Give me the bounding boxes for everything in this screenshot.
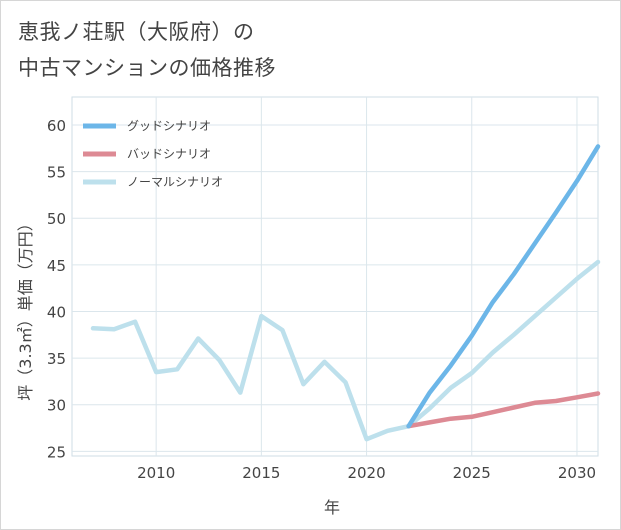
series-group — [90, 144, 601, 442]
legend-label-normal: ノーマルシナリオ — [127, 175, 223, 189]
y-axis-ticks: 25 30 35 40 45 50 55 60 — [47, 117, 66, 461]
y-axis-label: 坪（3.3㎡）単価（万円） — [16, 215, 35, 400]
series-line-bad — [406, 391, 601, 429]
y-tick-label: 60 — [47, 117, 66, 135]
y-tick-label: 55 — [47, 164, 66, 182]
legend-label-bad: バッドシナリオ — [127, 147, 211, 161]
chart-title: 恵我ノ荘駅（大阪府）の 中古マンションの価格推移 — [18, 14, 578, 86]
y-tick-label: 45 — [47, 257, 66, 275]
y-tick-label: 30 — [47, 397, 66, 415]
y-tick-label: 50 — [47, 210, 66, 228]
y-tick-label: 25 — [47, 443, 66, 461]
plot-area — [71, 96, 599, 457]
x-tick-label: 2020 — [347, 464, 385, 482]
series-line-good — [406, 144, 601, 429]
x-tick-label: 2030 — [558, 464, 596, 482]
chart-title-line-2: 中古マンションの価格推移 — [18, 56, 276, 80]
x-tick-label: 2010 — [137, 464, 175, 482]
y-tick-label: 40 — [47, 303, 66, 321]
legend-label-good: グッドシナリオ — [127, 119, 211, 133]
x-tick-label: 2025 — [453, 464, 491, 482]
x-tick-label: 2015 — [242, 464, 280, 482]
x-axis-label: 年 — [324, 498, 340, 517]
chart-title-line-1: 恵我ノ荘駅（大阪府）の — [18, 20, 255, 44]
x-axis-ticks: 2010 2015 2020 2025 2030 — [137, 464, 596, 482]
y-tick-label: 35 — [47, 350, 66, 368]
series-line-normal — [90, 259, 601, 442]
